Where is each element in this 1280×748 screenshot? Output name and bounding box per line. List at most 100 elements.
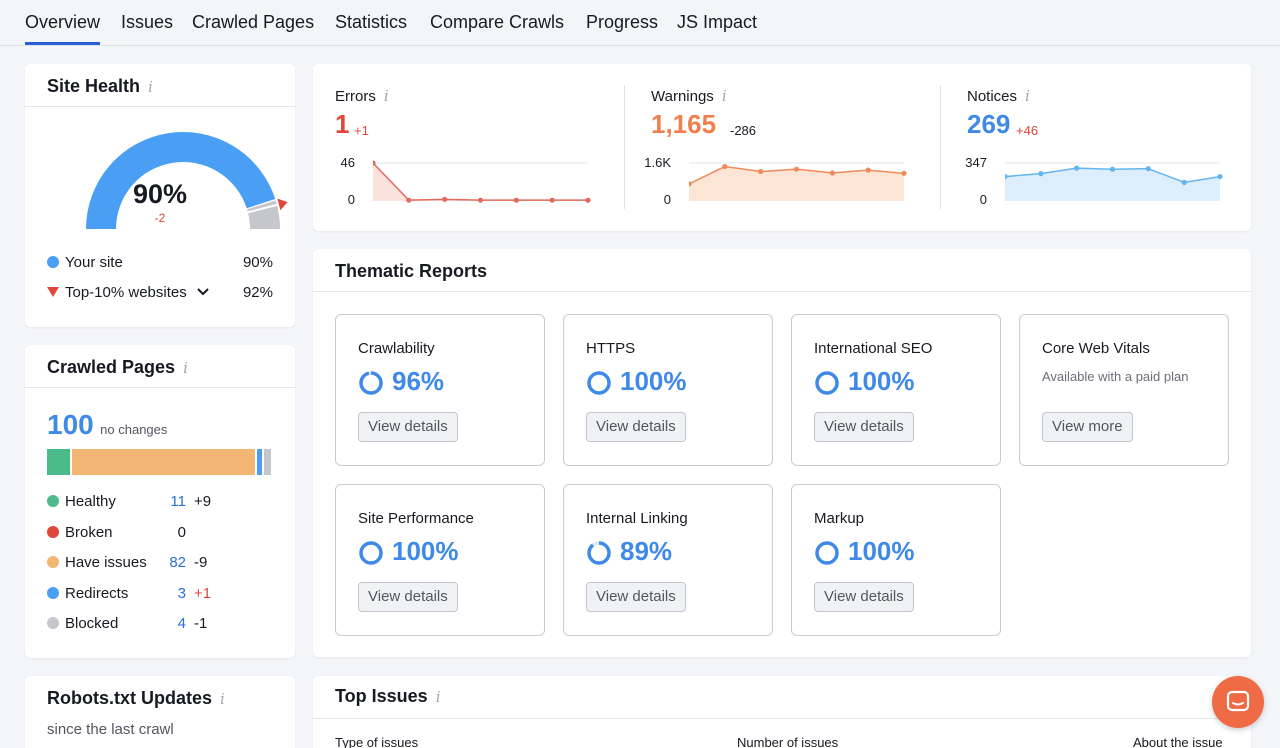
notices-point-0[interactable]: [1005, 173, 1008, 180]
site-health-gauge: [86, 132, 288, 230]
notices-value[interactable]: 269: [967, 109, 1011, 139]
info-icon[interactable]: i: [721, 87, 727, 105]
site-health-title-text: Site Health: [47, 76, 141, 96]
errors-point-5[interactable]: [549, 197, 555, 203]
progress-ring-icon: [587, 541, 611, 565]
info-icon[interactable]: i: [1025, 87, 1030, 105]
errors-point-0[interactable]: [373, 160, 376, 166]
info-icon[interactable]: i: [148, 78, 153, 96]
legend-label: Healthy: [65, 493, 116, 510]
view-details-button[interactable]: View details: [586, 582, 686, 612]
tab-js-impact[interactable]: JS Impact: [677, 12, 758, 32]
progress-ring-icon: [359, 371, 383, 395]
broken-count[interactable]: 0: [177, 523, 186, 541]
view-details-button[interactable]: View details: [358, 582, 458, 612]
errors-point-6[interactable]: [585, 197, 591, 203]
report-card-score[interactable]: 100%: [392, 536, 459, 566]
chevron-down-icon[interactable]: [196, 285, 210, 299]
legend-have-issues: Have issues: [47, 554, 147, 571]
warnings-y-max-label: 1.6K: [644, 155, 671, 170]
tab-progress[interactable]: Progress: [586, 12, 659, 32]
warnings-point-4[interactable]: [829, 170, 835, 176]
healthy-count[interactable]: 11: [170, 493, 186, 510]
errors-point-4[interactable]: [513, 197, 519, 203]
robots-card: Robots.txt Updates i since the last crawl: [25, 676, 295, 748]
errors-y-max-label: 46: [340, 155, 355, 170]
report-card-title: Core Web Vitals: [1042, 340, 1150, 357]
tab-crawled-pages[interactable]: Crawled Pages: [192, 12, 315, 32]
column-header-about[interactable]: About the issue: [1133, 735, 1223, 748]
errors-point-1[interactable]: [406, 197, 412, 203]
notices-point-3[interactable]: [1109, 166, 1116, 172]
legend-your-site: Your site: [47, 254, 123, 271]
notices-point-5[interactable]: [1181, 179, 1187, 185]
info-icon[interactable]: i: [183, 359, 188, 377]
info-icon[interactable]: i: [383, 87, 389, 105]
warnings-point-0[interactable]: [689, 181, 692, 187]
tab-issues[interactable]: Issues: [121, 12, 174, 32]
report-card-core-web-vitals: Core Web Vitals Available with a paid pla…: [1019, 314, 1229, 466]
report-card-score[interactable]: 89%: [620, 536, 673, 566]
redirects-count[interactable]: 3: [177, 584, 186, 602]
warnings-point-6[interactable]: [901, 170, 907, 176]
bar-segment-redirects[interactable]: [257, 449, 264, 475]
warnings-point-3[interactable]: [793, 166, 800, 172]
column-header-number[interactable]: Number of issues: [737, 735, 839, 748]
blocked-count[interactable]: 4: [177, 615, 186, 632]
progress-ring-icon: [359, 541, 383, 565]
view-details-button[interactable]: View details: [358, 412, 458, 442]
errors-point-3[interactable]: [477, 197, 484, 203]
notices-point-2[interactable]: [1074, 165, 1080, 171]
site-health-title: Site Health i: [47, 76, 153, 97]
redirects-delta: +1: [194, 584, 212, 602]
view-details-button[interactable]: View details: [814, 582, 914, 612]
tab-overview[interactable]: Overview: [25, 12, 101, 45]
column-header-type[interactable]: Type of issues: [335, 735, 419, 748]
report-card-score[interactable]: 100%: [620, 366, 687, 396]
divider: [25, 106, 295, 107]
warnings-label[interactable]: Warnings i: [651, 87, 727, 105]
site-health-delta: -2: [154, 211, 166, 225]
warnings-point-1[interactable]: [722, 163, 728, 170]
notices-point-1[interactable]: [1038, 171, 1044, 177]
info-icon[interactable]: i: [220, 690, 225, 708]
chat-button[interactable]: [1212, 676, 1264, 728]
legend-label: Your site: [65, 254, 123, 271]
tab-statistics[interactable]: Statistics: [335, 12, 408, 32]
report-card-title: Site Performance: [358, 510, 474, 527]
warnings-value[interactable]: 1,165: [651, 109, 717, 139]
top-10-value: 92%: [242, 284, 273, 301]
view-more-button[interactable]: View more: [1042, 412, 1133, 442]
errors-label[interactable]: Errors i: [335, 87, 389, 105]
have-issues-dot-icon: [47, 556, 59, 569]
gauge-fill-arc: [86, 132, 276, 230]
legend-healthy: Healthy: [47, 493, 116, 510]
crawled-total-value[interactable]: 100: [47, 409, 94, 440]
warnings-point-2[interactable]: [758, 168, 764, 175]
progress-ring-icon: [815, 371, 839, 395]
view-details-button[interactable]: View details: [586, 412, 686, 442]
healthy-dot-icon: [47, 495, 59, 508]
legend-label: Redirects: [65, 584, 129, 602]
site-health-value: 90%: [132, 179, 188, 209]
report-card-score[interactable]: 100%: [848, 536, 915, 566]
site-health-card: Site Health i 90% -2 Your site 90% Top-10…: [25, 64, 295, 327]
report-card-score[interactable]: 96%: [392, 366, 445, 396]
info-icon[interactable]: i: [435, 688, 441, 706]
errors-point-2[interactable]: [442, 196, 448, 202]
tab-compare-crawls[interactable]: Compare Crawls: [430, 12, 565, 32]
errors-value[interactable]: 1: [335, 109, 350, 139]
notices-point-4[interactable]: [1145, 166, 1151, 172]
view-details-button[interactable]: View details: [814, 412, 914, 442]
bar-segment-have-issues[interactable]: [71, 449, 258, 475]
warnings-point-5[interactable]: [865, 167, 871, 173]
notices-label[interactable]: Notices i: [967, 87, 1030, 105]
legend-top-10[interactable]: Top-10% websites: [47, 284, 210, 301]
bar-segment-blocked[interactable]: [263, 449, 273, 475]
bar-segment-healthy[interactable]: [47, 449, 72, 475]
report-card-score[interactable]: 100%: [848, 366, 915, 396]
report-card-international-seo: International SEO 100% View details: [791, 314, 1001, 466]
notices-point-6[interactable]: [1217, 173, 1223, 180]
errors-sparkline: [373, 160, 591, 203]
have-issues-count[interactable]: 82: [169, 554, 186, 571]
